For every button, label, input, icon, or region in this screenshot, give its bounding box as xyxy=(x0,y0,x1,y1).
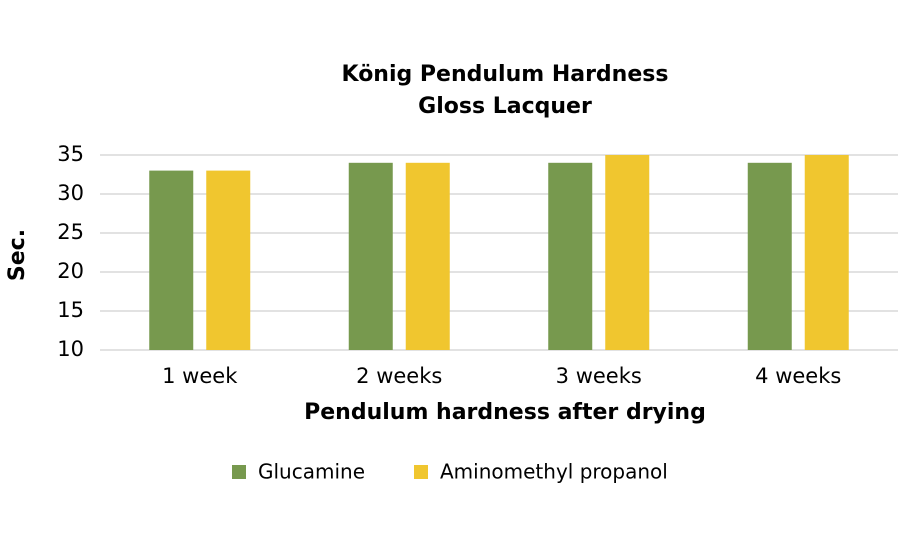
x-axis-title: Pendulum hardness after drying xyxy=(304,400,706,425)
y-tick-label: 25 xyxy=(57,220,84,244)
chart-title: König Pendulum Hardness xyxy=(342,62,669,87)
legend-label: Glucamine xyxy=(258,460,365,484)
legend-swatch xyxy=(232,465,246,479)
x-tick-label: 2 weeks xyxy=(356,364,442,388)
y-tick-label: 35 xyxy=(57,142,84,166)
x-tick-label: 3 weeks xyxy=(556,364,642,388)
x-tick-label: 4 weeks xyxy=(755,364,841,388)
legend-label: Aminomethyl propanol xyxy=(440,460,668,484)
bar xyxy=(405,162,450,350)
x-tick-label: 1 week xyxy=(162,364,238,388)
y-tick-label: 15 xyxy=(57,298,84,322)
y-tick-label: 10 xyxy=(57,337,84,361)
bar xyxy=(804,155,849,350)
chart-title: Gloss Lacquer xyxy=(418,94,592,119)
y-axis-title: Sec. xyxy=(5,229,30,281)
bar xyxy=(149,170,194,350)
legend-swatch xyxy=(414,465,428,479)
bar xyxy=(548,162,593,350)
bar xyxy=(605,155,650,350)
y-tick-label: 20 xyxy=(57,259,84,283)
bar xyxy=(747,162,792,350)
bar xyxy=(206,170,251,350)
y-tick-label: 30 xyxy=(57,181,84,205)
bar xyxy=(348,162,393,350)
